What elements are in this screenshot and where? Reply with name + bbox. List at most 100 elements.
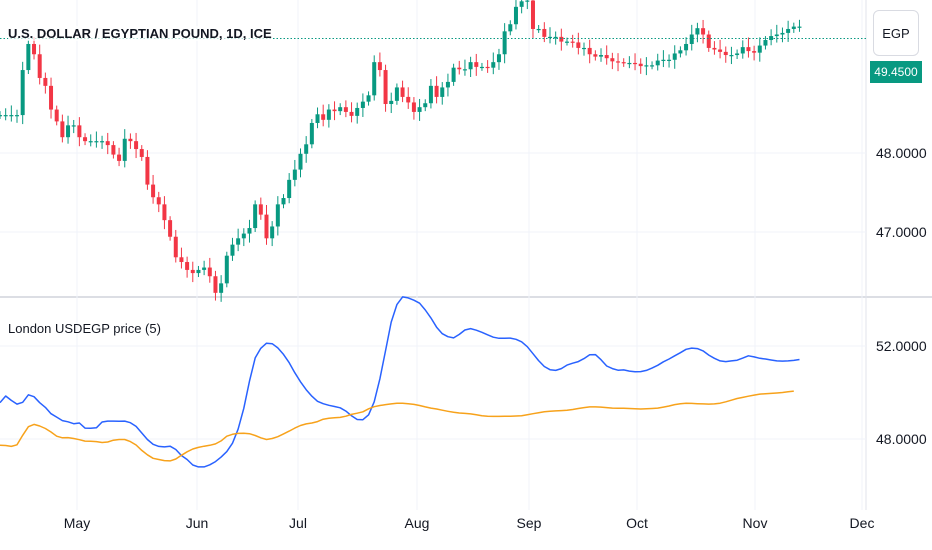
candle-body: [519, 1, 524, 7]
candle-body: [185, 262, 190, 270]
candle-body: [321, 114, 326, 120]
candle-body: [247, 228, 252, 234]
candle-body: [633, 62, 638, 65]
candle-body: [627, 62, 632, 65]
candle-body: [349, 111, 354, 116]
candle-body: [797, 26, 802, 28]
candle-body: [100, 141, 105, 143]
candle-body: [616, 61, 621, 63]
candlestick-series: [0, 0, 866, 302]
candle-body: [786, 28, 791, 33]
candle-body: [411, 102, 416, 112]
candle-body: [457, 67, 462, 70]
candle-body: [156, 197, 161, 205]
candle-body: [151, 184, 156, 198]
candle-body: [190, 269, 195, 274]
candle-body: [542, 28, 547, 37]
candle-body: [417, 107, 422, 112]
candle-body: [712, 47, 717, 50]
candle-body: [253, 204, 258, 229]
candle-body: [491, 62, 496, 68]
candle-body: [32, 43, 37, 55]
candle-body: [729, 55, 734, 57]
candle-body: [735, 53, 740, 56]
candle-body: [264, 214, 269, 239]
x-tick-label: Aug: [405, 515, 430, 531]
candle-body: [780, 32, 785, 35]
candle-body: [604, 55, 609, 59]
candle-body: [496, 54, 501, 63]
candle-body: [667, 59, 672, 61]
candle-body: [553, 36, 558, 39]
candle-body: [508, 24, 513, 32]
candle-body: [298, 153, 303, 170]
candle-body: [173, 236, 178, 258]
candle-body: [525, 0, 530, 2]
candle-body: [315, 114, 320, 123]
x-tick-label: Nov: [743, 515, 768, 531]
chart-title: U.S. DOLLAR / EGYPTIAN POUND, 1D, ICE: [8, 26, 272, 41]
candle-body: [377, 62, 382, 71]
candle-body: [0, 115, 2, 117]
candle-body: [145, 156, 150, 185]
candle-body: [196, 269, 201, 274]
x-tick-label: Sep: [517, 515, 542, 531]
y-tick-label: 48.0000: [876, 431, 927, 447]
candle-body: [678, 50, 683, 54]
candle-body: [88, 141, 93, 143]
candle-body: [287, 179, 292, 199]
candle-body: [326, 109, 331, 120]
candle-body: [179, 257, 184, 263]
candle-body: [718, 49, 723, 52]
candle-body: [774, 34, 779, 37]
candle-body: [661, 59, 666, 61]
candle-body: [275, 204, 280, 227]
candle-body: [270, 226, 275, 239]
candle-body: [559, 36, 564, 42]
candle-body: [77, 125, 82, 138]
candle-body: [791, 26, 796, 29]
indicator-line-2: [0, 390, 794, 462]
candle-body: [338, 107, 343, 112]
x-tick-label: May: [64, 515, 90, 531]
candle-body: [241, 233, 246, 239]
candle-body: [650, 65, 655, 67]
candle-body: [26, 43, 31, 71]
candle-body: [440, 87, 445, 97]
candle-body: [309, 122, 314, 145]
candle-body: [530, 0, 535, 29]
indicator-label[interactable]: London USDEGP price (5): [8, 321, 161, 336]
x-tick-label: Oct: [626, 515, 648, 531]
candle-body: [740, 47, 745, 54]
candle-body: [304, 144, 309, 154]
candle-body: [621, 62, 626, 64]
candle-body: [570, 41, 575, 43]
candle-body: [37, 54, 42, 78]
currency-button[interactable]: EGP: [873, 10, 919, 56]
y-tick-label: 52.0000: [876, 338, 927, 354]
candle-body: [587, 47, 592, 55]
candle-body: [389, 100, 394, 105]
candle-body: [15, 115, 20, 117]
candle-body: [547, 36, 552, 39]
candle-body: [117, 154, 122, 161]
candle-body: [400, 87, 405, 97]
candle-body: [502, 31, 507, 55]
candle-body: [701, 28, 706, 35]
candle-body: [71, 125, 76, 127]
candle-body: [372, 62, 377, 96]
candle-body: [9, 115, 14, 117]
x-tick-label: Jul: [289, 515, 307, 531]
candle-body: [445, 81, 450, 88]
candle-body: [757, 45, 762, 53]
y-tick-label: 47.0000: [876, 224, 927, 240]
candle-body: [332, 109, 337, 112]
candle-body: [3, 115, 8, 117]
candle-body: [746, 47, 751, 52]
candle-body: [434, 85, 439, 97]
x-tick-label: Dec: [850, 515, 875, 531]
candle-body: [207, 267, 212, 277]
candle-body: [576, 42, 581, 48]
candle-body: [292, 169, 297, 180]
